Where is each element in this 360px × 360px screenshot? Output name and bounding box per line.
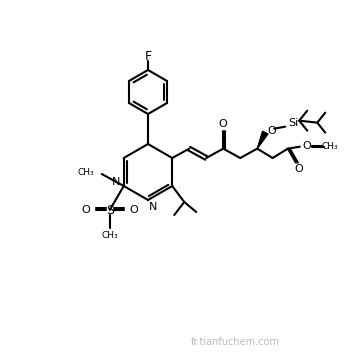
Text: O: O	[219, 119, 228, 129]
Text: O: O	[81, 205, 90, 215]
Text: S: S	[106, 203, 114, 216]
Polygon shape	[257, 131, 268, 149]
Text: fr.tianfuchem.com: fr.tianfuchem.com	[190, 337, 279, 347]
Text: F: F	[144, 50, 152, 63]
Text: N: N	[149, 202, 157, 212]
Text: Si: Si	[288, 118, 298, 128]
Text: O: O	[302, 141, 311, 150]
Text: O: O	[268, 126, 276, 136]
Text: CH₃: CH₃	[77, 167, 94, 176]
Text: O: O	[294, 164, 303, 174]
Text: CH₃: CH₃	[321, 142, 338, 151]
Text: N: N	[112, 177, 120, 187]
Text: O: O	[129, 205, 138, 215]
Text: CH₃: CH₃	[102, 230, 118, 239]
